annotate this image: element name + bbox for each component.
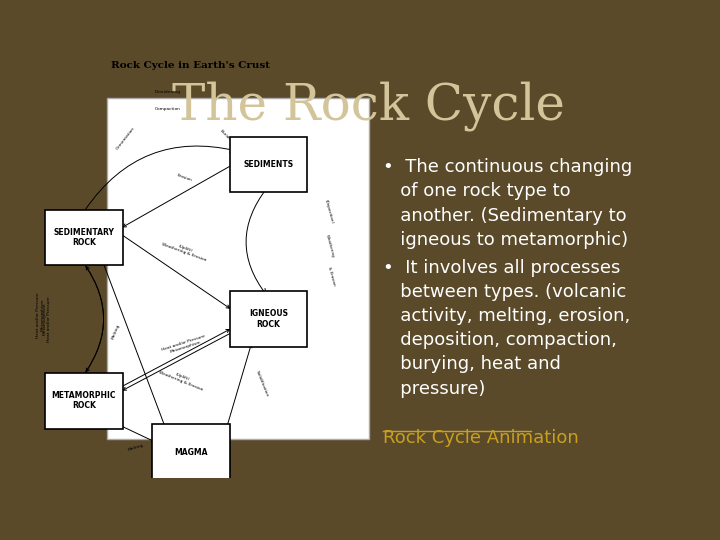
Text: of one rock type to: of one rock type to bbox=[383, 183, 570, 200]
FancyArrowPatch shape bbox=[122, 235, 230, 308]
Text: •  It involves all processes: • It involves all processes bbox=[383, 259, 621, 277]
Text: Rock Cycle Animation: Rock Cycle Animation bbox=[383, 429, 579, 447]
Text: Compaction: Compaction bbox=[156, 107, 181, 111]
Text: Erosion: Erosion bbox=[176, 173, 192, 182]
Text: deposition, compaction,: deposition, compaction, bbox=[383, 332, 617, 349]
FancyBboxPatch shape bbox=[230, 137, 307, 192]
FancyBboxPatch shape bbox=[230, 291, 307, 347]
Text: another. (Sedimentary to: another. (Sedimentary to bbox=[383, 207, 626, 225]
Text: igneous to metamorphic): igneous to metamorphic) bbox=[383, 231, 628, 249]
Text: Cementation: Cementation bbox=[116, 126, 136, 151]
Text: Solidification: Solidification bbox=[255, 369, 269, 397]
Text: Heat and/or Pressure
Metamorphism: Heat and/or Pressure Metamorphism bbox=[161, 334, 207, 356]
Text: Melting: Melting bbox=[112, 323, 121, 340]
FancyArrowPatch shape bbox=[86, 266, 104, 373]
Text: burying, heat and: burying, heat and bbox=[383, 355, 561, 374]
FancyBboxPatch shape bbox=[45, 373, 122, 429]
Text: SEDIMENTS: SEDIMENTS bbox=[243, 160, 294, 169]
FancyArrowPatch shape bbox=[123, 333, 230, 390]
FancyArrowPatch shape bbox=[115, 423, 155, 442]
FancyArrowPatch shape bbox=[122, 329, 230, 387]
Text: Melting: Melting bbox=[127, 443, 144, 453]
FancyBboxPatch shape bbox=[107, 98, 369, 439]
FancyArrowPatch shape bbox=[86, 266, 104, 372]
Text: Weathering: Weathering bbox=[325, 234, 335, 258]
Text: Metamorphism
Heat and/or Pressure: Metamorphism Heat and/or Pressure bbox=[42, 296, 51, 342]
FancyArrowPatch shape bbox=[104, 266, 167, 431]
Text: pressure): pressure) bbox=[383, 380, 485, 397]
FancyBboxPatch shape bbox=[152, 424, 230, 480]
Text: SEDIMENTARY
ROCK: SEDIMENTARY ROCK bbox=[53, 228, 114, 247]
FancyArrowPatch shape bbox=[123, 166, 230, 227]
Text: (Uplift)
Weathering & Erosion: (Uplift) Weathering & Erosion bbox=[161, 238, 208, 262]
Text: Burial: Burial bbox=[219, 129, 230, 140]
Text: IGNEOUS
ROCK: IGNEOUS ROCK bbox=[249, 309, 288, 329]
Text: (Uplift)
Weathering & Erosion: (Uplift) Weathering & Erosion bbox=[158, 366, 204, 392]
Text: Dewidening: Dewidening bbox=[155, 90, 181, 93]
Text: The Rock Cycle: The Rock Cycle bbox=[173, 82, 565, 131]
Text: & Erosion: & Erosion bbox=[328, 266, 336, 286]
Text: MAGMA: MAGMA bbox=[174, 448, 207, 457]
Text: between types. (volcanic: between types. (volcanic bbox=[383, 283, 626, 301]
Text: Rock Cycle in Earth's Crust: Rock Cycle in Earth's Crust bbox=[112, 62, 270, 71]
FancyArrowPatch shape bbox=[224, 344, 252, 437]
Text: •  The continuous changing: • The continuous changing bbox=[383, 158, 632, 177]
Text: (Deposition): (Deposition) bbox=[323, 199, 333, 225]
Text: activity, melting, erosion,: activity, melting, erosion, bbox=[383, 307, 630, 325]
Text: Heat and/or Pressure
Metamorphism: Heat and/or Pressure Metamorphism bbox=[36, 292, 45, 338]
Text: METAMORPHIC
ROCK: METAMORPHIC ROCK bbox=[52, 391, 116, 410]
FancyBboxPatch shape bbox=[45, 210, 122, 265]
